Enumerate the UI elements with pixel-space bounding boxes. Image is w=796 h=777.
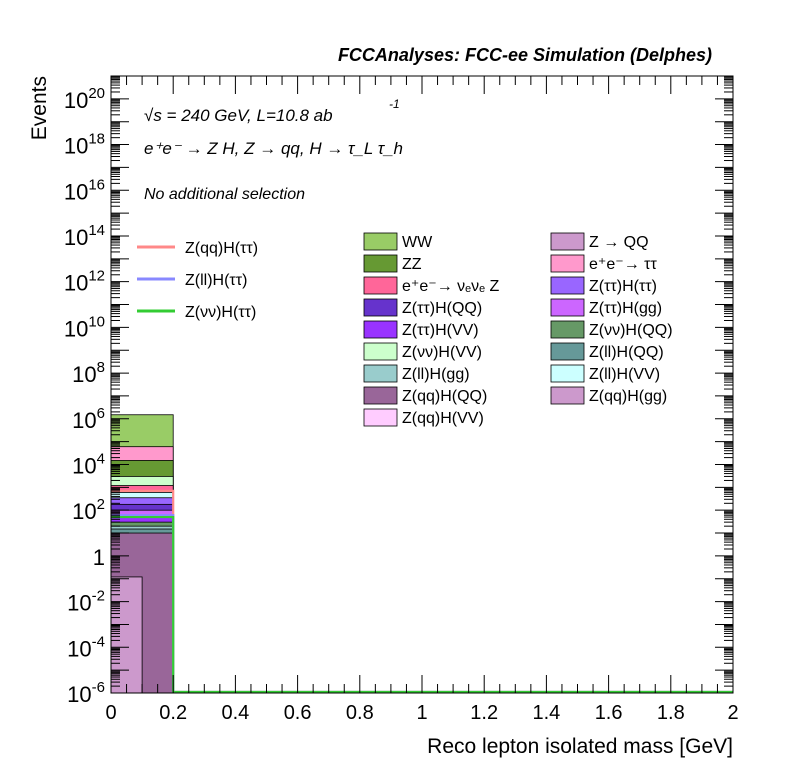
legend-fill-label: Z(νν)H(QQ) bbox=[589, 322, 673, 339]
x-axis-label: Reco lepton isolated mass [GeV] bbox=[427, 735, 733, 758]
legend-fill-swatch bbox=[363, 386, 398, 405]
y-tick-label: 10-4 bbox=[67, 633, 105, 661]
x-tick-label: 0.4 bbox=[221, 702, 249, 724]
legend-fill-label: Z(ll)H(VV) bbox=[589, 366, 660, 383]
y-tick-label: 1012 bbox=[64, 268, 105, 296]
energy-annotation: √s = 240 GeV, L=10.8 ab -1 bbox=[144, 97, 400, 125]
y-tick-label: 106 bbox=[72, 405, 105, 433]
y-tick-label: 1010 bbox=[64, 313, 105, 341]
y-axis-label: Events bbox=[28, 76, 51, 140]
legend-line-label: Z(ll)H(ττ) bbox=[185, 272, 247, 289]
x-tick-label: 1.6 bbox=[595, 702, 623, 724]
legend-fill-swatch bbox=[550, 298, 585, 317]
legend-fill-swatch bbox=[363, 364, 398, 383]
y-tick-label: 1018 bbox=[64, 131, 105, 159]
legend-fill-label: Z(ll)H(gg) bbox=[402, 366, 470, 383]
stacked-bars bbox=[110, 414, 174, 694]
energy-unit-exponent: -1 bbox=[389, 97, 400, 111]
legend-fill-label: Z(ττ)H(VV) bbox=[402, 322, 479, 339]
y-tick-label: 10-6 bbox=[67, 679, 105, 707]
legend-line-label: Z(νν)H(ττ) bbox=[185, 304, 256, 321]
legend-fill-label: Z(qq)H(QQ) bbox=[402, 388, 487, 405]
y-tick-label: 1020 bbox=[64, 85, 105, 113]
legend-fill-swatch bbox=[363, 320, 398, 339]
x-tick-label: 1.2 bbox=[470, 702, 498, 724]
x-tick-label: 0.6 bbox=[284, 702, 312, 724]
legend-fill-label: Z(ττ)H(ττ) bbox=[589, 278, 657, 295]
legend-fill-swatch bbox=[550, 232, 585, 251]
legend-fill-swatch bbox=[550, 320, 585, 339]
y-tick-label: 108 bbox=[72, 359, 105, 387]
legend-fill-swatch bbox=[363, 408, 398, 427]
legend-fill-swatch bbox=[363, 342, 398, 361]
y-axis-ticks bbox=[111, 75, 733, 694]
x-tick-label: 0 bbox=[105, 702, 116, 724]
legend-fill-label: Z(ττ)H(QQ) bbox=[402, 300, 482, 317]
y-tick-label: 1014 bbox=[64, 222, 105, 250]
x-tick-label: 0.8 bbox=[346, 702, 374, 724]
legend-fill-label: e⁺e⁻→ νₑνₑ Z bbox=[402, 278, 499, 295]
legend: Z(qq)H(ττ) Z(ll)H(ττ) Z(νν)H(ττ) WW Z → QQ ZZ… bbox=[137, 232, 673, 427]
x-tick-label: 1.8 bbox=[657, 702, 685, 724]
x-tick-label: 1.4 bbox=[532, 702, 560, 724]
legend-fill-swatch bbox=[363, 232, 398, 251]
legend-fill-label: Z(νν)H(VV) bbox=[402, 344, 482, 361]
legend-fill-swatch bbox=[550, 386, 585, 405]
legend-fill-label: Z → QQ bbox=[589, 234, 649, 251]
energy-line: √s = 240 GeV, L=10.8 ab bbox=[144, 106, 333, 125]
legend-fill-swatch bbox=[550, 364, 585, 383]
legend-fill-label: WW bbox=[402, 234, 433, 251]
legend-fill-label: Z(qq)H(gg) bbox=[589, 388, 667, 405]
x-tick-label: 0.2 bbox=[159, 702, 187, 724]
legend-fill-label: Z(qq)H(VV) bbox=[402, 410, 484, 427]
legend-fill-swatch bbox=[550, 342, 585, 361]
legend-fill-label: Z(ττ)H(gg) bbox=[589, 300, 662, 317]
legend-fill-label: e⁺e⁻→ ττ bbox=[589, 256, 657, 273]
x-axis-ticks bbox=[110, 76, 734, 693]
y-tick-label: 1016 bbox=[64, 176, 105, 204]
x-tick-label: 2 bbox=[727, 702, 738, 724]
process-line: e⁺e⁻ → Z H, Z → qq, H → τ_L τ_h bbox=[144, 139, 403, 158]
y-tick-labels: 10-6 10-4 10-2 1 102 104 106 108 1010 1012 1014 101… bbox=[64, 85, 105, 707]
legend-fill-swatch bbox=[550, 254, 585, 273]
legend-fill-label: ZZ bbox=[402, 256, 422, 273]
y-tick-label: 10-2 bbox=[67, 588, 105, 616]
legend-line-label: Z(qq)H(ττ) bbox=[185, 240, 258, 257]
legend-fill-swatch bbox=[363, 254, 398, 273]
y-tick-label: 102 bbox=[72, 496, 105, 524]
selection-line: No additional selection bbox=[144, 186, 305, 203]
x-tick-label: 1 bbox=[416, 702, 427, 724]
chart-title: FCCAnalyses: FCC-ee Simulation (Delphes) bbox=[338, 45, 712, 65]
y-tick-label: 104 bbox=[72, 450, 105, 478]
legend-fill-swatch bbox=[363, 276, 398, 295]
legend-fill-swatch bbox=[550, 276, 585, 295]
legend-fill-label: Z(ll)H(QQ) bbox=[589, 344, 664, 361]
x-tick-labels: 0 0.2 0.4 0.6 0.8 1 1.2 1.4 1.6 1.8 2 bbox=[105, 702, 738, 724]
legend-fill-swatch bbox=[363, 298, 398, 317]
y-tick-label: 1 bbox=[93, 545, 105, 570]
